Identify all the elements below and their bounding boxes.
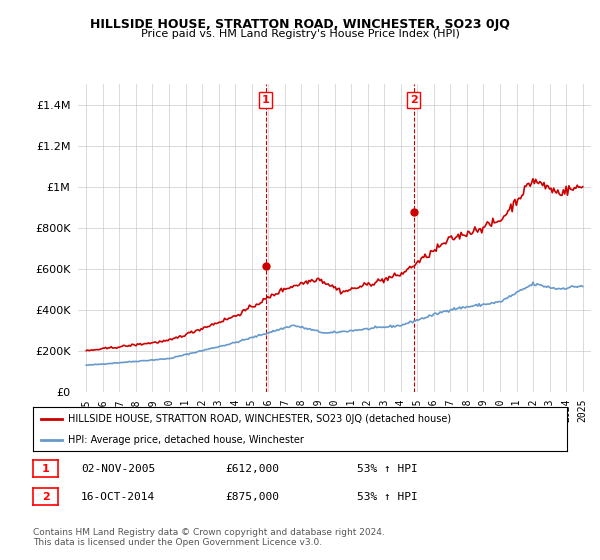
Text: Contains HM Land Registry data © Crown copyright and database right 2024.
This d: Contains HM Land Registry data © Crown c…	[33, 528, 385, 547]
Text: 53% ↑ HPI: 53% ↑ HPI	[357, 492, 418, 502]
Text: 1: 1	[262, 95, 269, 105]
Text: HILLSIDE HOUSE, STRATTON ROAD, WINCHESTER, SO23 0JQ (detached house): HILLSIDE HOUSE, STRATTON ROAD, WINCHESTE…	[68, 414, 451, 424]
Text: £875,000: £875,000	[225, 492, 279, 502]
Text: 53% ↑ HPI: 53% ↑ HPI	[357, 464, 418, 474]
Text: Price paid vs. HM Land Registry's House Price Index (HPI): Price paid vs. HM Land Registry's House …	[140, 29, 460, 39]
Text: 1: 1	[42, 464, 49, 474]
Text: 16-OCT-2014: 16-OCT-2014	[81, 492, 155, 502]
Text: 2: 2	[410, 95, 418, 105]
Text: 02-NOV-2005: 02-NOV-2005	[81, 464, 155, 474]
Text: HILLSIDE HOUSE, STRATTON ROAD, WINCHESTER, SO23 0JQ: HILLSIDE HOUSE, STRATTON ROAD, WINCHESTE…	[90, 18, 510, 31]
Text: 2: 2	[42, 492, 49, 502]
Text: HPI: Average price, detached house, Winchester: HPI: Average price, detached house, Winc…	[68, 435, 304, 445]
Text: £612,000: £612,000	[225, 464, 279, 474]
